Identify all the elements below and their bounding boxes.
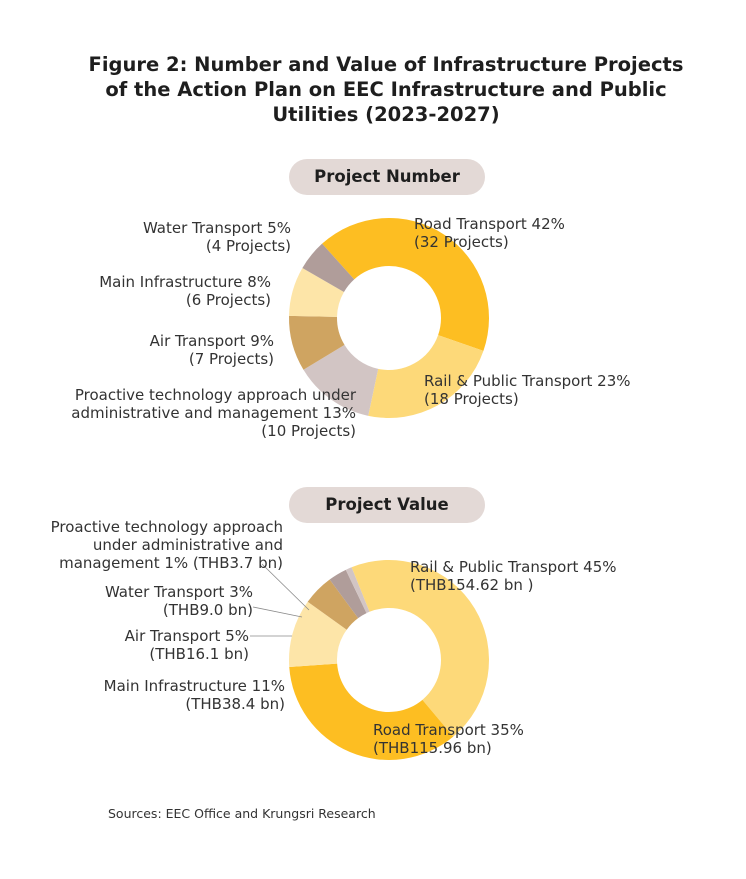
label-line: (6 Projects): [186, 291, 271, 309]
label-main-infrastructure: Main Infrastructure 8% (6 Projects): [99, 273, 271, 309]
label-line: (32 Projects): [414, 233, 509, 251]
title-line-3: Utilities (2023-2027): [272, 103, 500, 126]
donut-project-value: Rail & Public Transport 45% (THB154.62 bn…: [51, 518, 617, 760]
label-line: Air Transport 9%: [150, 332, 274, 350]
label-line: (10 Projects): [261, 422, 356, 440]
label-water-transport: Water Transport 5% (4 Projects): [143, 219, 291, 255]
source-note: Sources: EEC Office and Krungsri Researc…: [108, 806, 376, 821]
leader-line-proactive-technology-approach-under-administrative-and-management: [261, 563, 310, 611]
label-proactive-technology-approach-under-administrative-and-management: Proactive technology approach under admin…: [51, 518, 283, 572]
label-line: Main Infrastructure 8%: [99, 273, 271, 291]
leader-line-water-transport: [252, 606, 303, 618]
label-line: Air Transport 5%: [125, 627, 249, 645]
label-line: Rail & Public Transport 45%: [410, 558, 617, 576]
slice-air-transport: [289, 315, 345, 370]
label-line: Rail & Public Transport 23%: [424, 372, 631, 390]
label-line: Proactive technology approach: [51, 518, 283, 536]
label-line: (THB154.62 bn ): [410, 576, 534, 594]
slice-water-transport: [302, 243, 355, 292]
slice-road-transport: [289, 663, 454, 760]
label-road-transport: Road Transport 42% (32 Projects): [414, 215, 565, 251]
label-road-transport: Road Transport 35% (THB115.96 bn): [373, 721, 524, 757]
label-line: Proactive technology approach under: [75, 386, 357, 404]
label-line: (THB115.96 bn): [373, 739, 492, 757]
donut-project-number: Road Transport 42% (32 Projects) Rail & Pu…: [71, 215, 630, 440]
label-line: management 1% (THB3.7 bn): [59, 554, 283, 572]
label-line: (THB16.1 bn): [149, 645, 249, 663]
label-air-transport: Air Transport 9% (7 Projects): [150, 332, 274, 368]
slice-proactive-technology-approach-under-administrative-and-management: [303, 344, 379, 416]
label-line: (7 Projects): [189, 350, 274, 368]
label-air-transport: Air Transport 5% (THB16.1 bn): [125, 627, 249, 663]
label-line: under administrative and: [93, 536, 283, 554]
label-main-infrastructure: Main Infrastructure 11% (THB38.4 bn): [104, 677, 285, 713]
label-line: administrative and management 13%: [71, 404, 356, 422]
slice-proactive-technology-approach-under-administrative-and-management: [345, 567, 370, 614]
label-line: (THB38.4 bn): [185, 695, 285, 713]
slice-air-transport: [307, 579, 359, 630]
project-number-heading: Project Number: [289, 159, 485, 195]
label-line: Road Transport 42%: [414, 215, 565, 233]
slice-main-infrastructure: [288, 601, 347, 667]
label-line: Main Infrastructure 11%: [104, 677, 285, 695]
label-proactive-technology-approach-under-administrative-and-management: Proactive technology approach under admin…: [71, 386, 357, 440]
slice-rail-public-transport: [351, 560, 489, 737]
project-value-heading: Project Value: [289, 487, 485, 523]
label-line: Water Transport 3%: [105, 583, 253, 601]
label-line: Water Transport 5%: [143, 219, 291, 237]
slice-water-transport: [329, 569, 367, 619]
slice-road-transport: [322, 217, 489, 351]
chart-title: Figure 2: Number and Value of Infrastruc…: [0, 52, 746, 127]
slice-rail-public-transport: [368, 335, 484, 418]
slice-main-infrastructure: [289, 268, 344, 317]
label-rail-public-transport: Rail & Public Transport 45% (THB154.62 bn…: [410, 558, 617, 594]
label-water-transport: Water Transport 3% (THB9.0 bn): [105, 583, 253, 619]
title-line-1: Figure 2: Number and Value of Infrastruc…: [88, 53, 684, 76]
label-line: (18 Projects): [424, 390, 519, 408]
title-line-2: of the Action Plan on EEC Infrastructure…: [105, 78, 667, 101]
label-line: (THB9.0 bn): [163, 601, 253, 619]
label-line: Road Transport 35%: [373, 721, 524, 739]
label-rail-public-transport: Rail & Public Transport 23% (18 Projects): [424, 372, 631, 408]
label-line: (4 Projects): [206, 237, 291, 255]
